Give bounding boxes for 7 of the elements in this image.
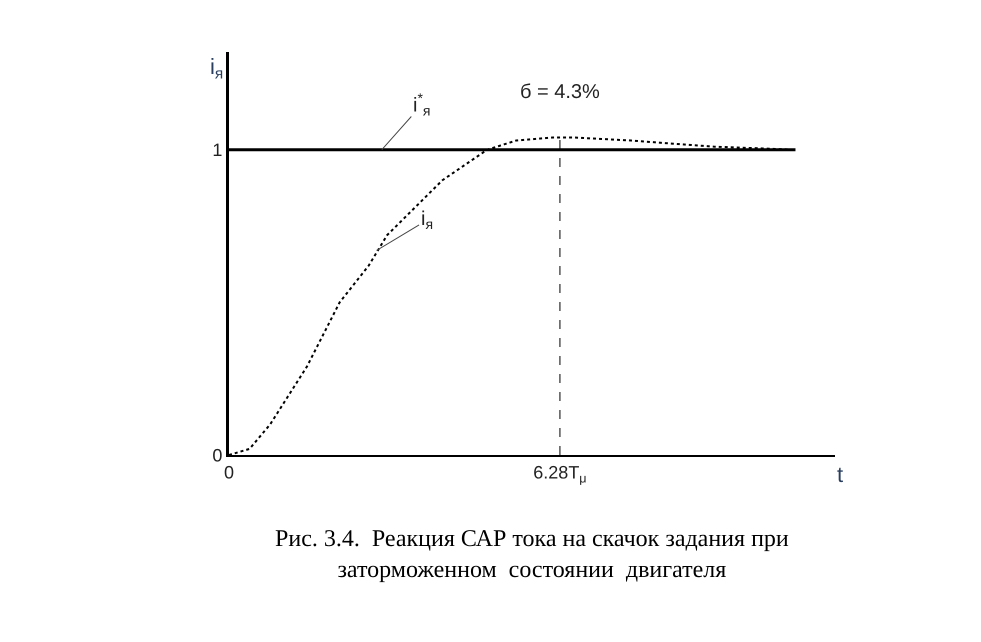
text: Рис. 3.4. Реакция САР тока на скачок задания при заторможенном состоянии двигателя bbox=[275, 526, 789, 584]
x-tick-label: 6.28T$_{μ}$ bbox=[533, 462, 587, 486]
y-tick-label: 1 bbox=[212, 140, 222, 160]
annotation: б = 4.3% bbox=[520, 81, 600, 103]
annotation: i$_{я}$ bbox=[421, 208, 434, 232]
x-axis-title: t bbox=[837, 462, 844, 487]
y-axis-title: i$_{я}$ bbox=[210, 54, 224, 83]
